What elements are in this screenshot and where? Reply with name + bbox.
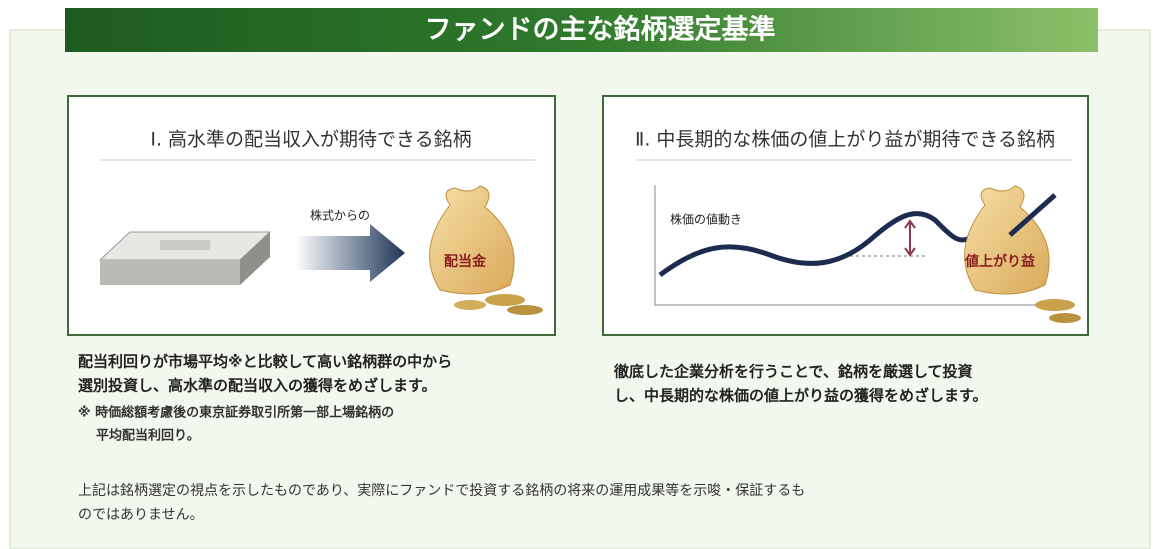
- note: 平均配当利回り。: [96, 428, 200, 444]
- description: し、中長期的な株価の値上がり益の獲得をめざします。: [614, 387, 988, 405]
- label: 配当金: [444, 253, 487, 270]
- label: 株価の値動き: [670, 212, 742, 227]
- axes: [654, 185, 1045, 306]
- label: 値上がり益: [964, 253, 1035, 270]
- footer-text: 上記は銘柄選定の視点を示したものであり、実際にファンドで投資する銘柄の将来の運用…: [78, 482, 805, 499]
- price-line: [658, 211, 977, 278]
- header-title: ファンドの主な銘柄選定基準: [425, 14, 776, 46]
- money-bag: [429, 185, 543, 315]
- gain-arrow: [904, 219, 916, 257]
- note: ※ 時価総額考慮後の東京証券取引所第一部上場銘柄の: [78, 405, 394, 421]
- bills-illustration: [98, 231, 272, 285]
- price-line: [1008, 193, 1057, 237]
- header-banner: [65, 8, 1098, 52]
- description: 徹底した企業分析を行うことで、銘柄を厳選して投資: [613, 363, 973, 381]
- panel-title: Ⅱ. 中長期的な株価の値上がり益が期待できる銘柄: [635, 129, 1055, 151]
- label: 株式からの: [310, 208, 370, 223]
- description: 選別投資し、高水準の配当収入の獲得をめざします。: [78, 377, 437, 395]
- panel-title: Ⅰ. 高水準の配当収入が期待できる銘柄: [150, 129, 471, 151]
- footer-text: のではありません。: [78, 507, 204, 523]
- description: 配当利回りが市場平均※と比較して高い銘柄群の中から: [78, 353, 452, 371]
- arrow: [295, 224, 405, 282]
- money-bag: [964, 185, 1081, 323]
